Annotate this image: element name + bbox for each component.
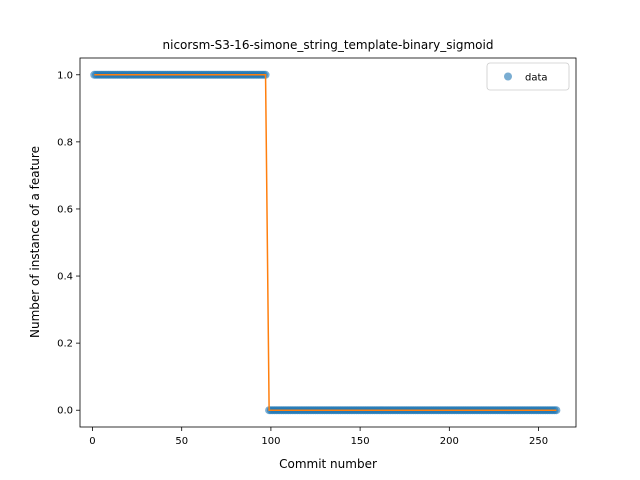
y-tick-label: 0.0 — [57, 406, 73, 417]
chart-title: nicorsm-S3-16-simone_string_template-bin… — [163, 38, 494, 52]
legend-label: data — [525, 73, 548, 84]
axes-frame — [79, 57, 577, 428]
x-tick-label: 100 — [261, 436, 280, 447]
legend: data — [486, 62, 570, 91]
y-axis-label: Number of instance of a feature — [28, 146, 42, 338]
x-tick-label: 250 — [529, 436, 548, 447]
x-tick-label: 200 — [440, 436, 459, 447]
y-tick-label: 0.8 — [57, 137, 73, 148]
legend-box — [486, 62, 570, 91]
y-tick-label: 0.6 — [57, 204, 73, 215]
x-tick-label: 0 — [89, 436, 95, 447]
x-axis-label: Commit number — [279, 457, 377, 471]
y-tick-label: 0.2 — [57, 339, 73, 350]
x-tick-label: 150 — [351, 436, 370, 447]
y-tick-label: 0.4 — [57, 272, 73, 283]
fit-line — [94, 74, 557, 411]
y-tick-label: 1.0 — [57, 70, 73, 81]
legend-marker — [504, 72, 512, 81]
plot-area: 0 50 100 150 200 250 0.0 0.2 0.4 0.6 0.8 1.0 — [57, 57, 577, 447]
x-tick-label: 50 — [175, 436, 188, 447]
